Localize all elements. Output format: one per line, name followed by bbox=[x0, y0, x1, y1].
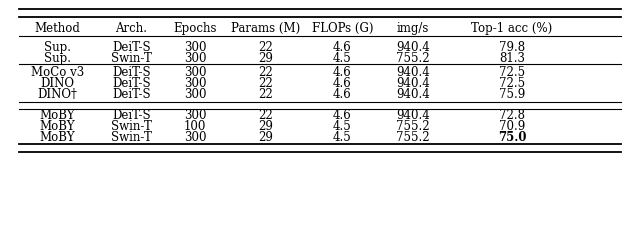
Text: DeiT-S: DeiT-S bbox=[112, 108, 150, 121]
Text: 22: 22 bbox=[258, 65, 273, 79]
Text: 755.2: 755.2 bbox=[396, 52, 429, 65]
Text: 940.4: 940.4 bbox=[396, 88, 429, 101]
Text: Params (M): Params (M) bbox=[231, 22, 300, 35]
Text: img/s: img/s bbox=[397, 22, 429, 35]
Text: MoBY: MoBY bbox=[40, 108, 76, 121]
Text: 300: 300 bbox=[184, 108, 207, 121]
Text: 75.0: 75.0 bbox=[498, 131, 526, 144]
Text: 940.4: 940.4 bbox=[396, 41, 429, 54]
Text: 70.9: 70.9 bbox=[499, 119, 525, 133]
Text: 72.8: 72.8 bbox=[499, 108, 525, 121]
Text: 81.3: 81.3 bbox=[499, 52, 525, 65]
Text: Epochs: Epochs bbox=[173, 22, 217, 35]
Text: DeiT-S: DeiT-S bbox=[112, 41, 150, 54]
Text: DINO: DINO bbox=[40, 77, 75, 90]
Text: 29: 29 bbox=[258, 119, 273, 133]
Text: Swin-T: Swin-T bbox=[111, 131, 152, 144]
Text: 4.5: 4.5 bbox=[333, 119, 352, 133]
Text: 4.6: 4.6 bbox=[333, 77, 352, 90]
Text: DINO†: DINO† bbox=[38, 88, 77, 101]
Text: Method: Method bbox=[35, 22, 81, 35]
Text: 22: 22 bbox=[258, 88, 273, 101]
Text: 940.4: 940.4 bbox=[396, 65, 429, 79]
Text: MoBY: MoBY bbox=[40, 119, 76, 133]
Text: 4.6: 4.6 bbox=[333, 88, 352, 101]
Text: DeiT-S: DeiT-S bbox=[112, 65, 150, 79]
Text: 300: 300 bbox=[184, 65, 207, 79]
Text: Arch.: Arch. bbox=[115, 22, 147, 35]
Text: Sup.: Sup. bbox=[44, 52, 71, 65]
Text: 300: 300 bbox=[184, 131, 207, 144]
Text: Top-1 acc (%): Top-1 acc (%) bbox=[472, 22, 552, 35]
Text: 4.6: 4.6 bbox=[333, 65, 352, 79]
Text: 22: 22 bbox=[258, 77, 273, 90]
Text: 755.2: 755.2 bbox=[396, 131, 429, 144]
Text: 300: 300 bbox=[184, 88, 207, 101]
Text: 300: 300 bbox=[184, 41, 207, 54]
Text: 755.2: 755.2 bbox=[396, 119, 429, 133]
Text: 300: 300 bbox=[184, 77, 207, 90]
Text: DeiT-S: DeiT-S bbox=[112, 88, 150, 101]
Text: 940.4: 940.4 bbox=[396, 77, 429, 90]
Text: 940.4: 940.4 bbox=[396, 108, 429, 121]
Text: DeiT-S: DeiT-S bbox=[112, 77, 150, 90]
Text: 22: 22 bbox=[258, 108, 273, 121]
Text: MoBY: MoBY bbox=[40, 131, 76, 144]
Text: 100: 100 bbox=[184, 119, 206, 133]
Text: 4.6: 4.6 bbox=[333, 41, 352, 54]
Text: 29: 29 bbox=[258, 131, 273, 144]
Text: 75.9: 75.9 bbox=[499, 88, 525, 101]
Text: Sup.: Sup. bbox=[44, 41, 71, 54]
Text: 4.5: 4.5 bbox=[333, 131, 352, 144]
Text: 72.5: 72.5 bbox=[499, 65, 525, 79]
Text: Swin-T: Swin-T bbox=[111, 119, 152, 133]
Text: Swin-T: Swin-T bbox=[111, 52, 152, 65]
Text: 4.6: 4.6 bbox=[333, 108, 352, 121]
Text: 22: 22 bbox=[258, 41, 273, 54]
Text: MoCo v3: MoCo v3 bbox=[31, 65, 84, 79]
Text: 79.8: 79.8 bbox=[499, 41, 525, 54]
Text: 300: 300 bbox=[184, 52, 207, 65]
Text: FLOPs (G): FLOPs (G) bbox=[312, 22, 373, 35]
Text: 72.5: 72.5 bbox=[499, 77, 525, 90]
Text: 29: 29 bbox=[258, 52, 273, 65]
Text: 4.5: 4.5 bbox=[333, 52, 352, 65]
